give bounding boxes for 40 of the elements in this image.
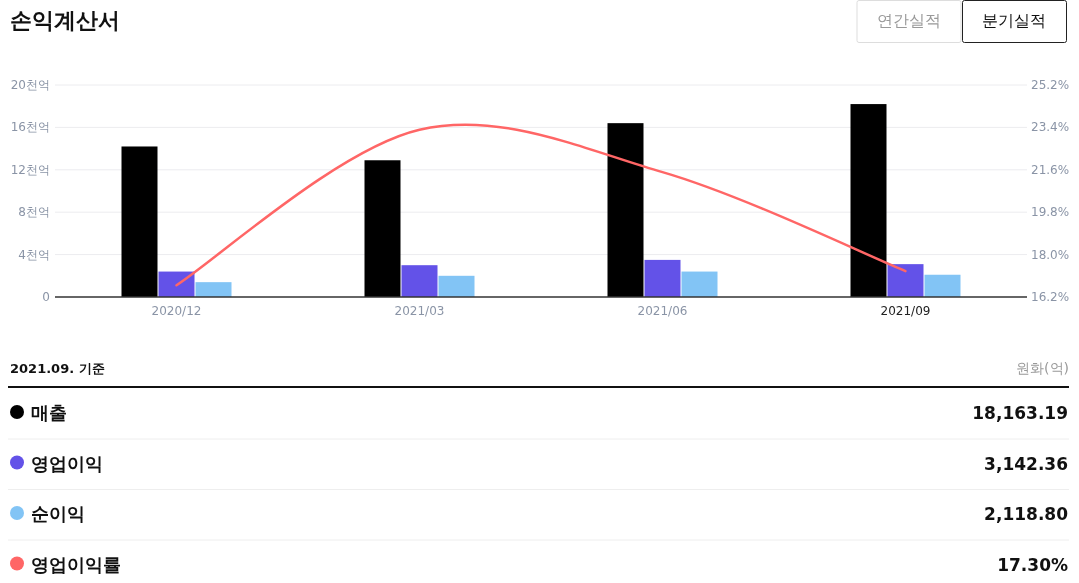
x-tick-label: 2021/06 xyxy=(637,304,688,318)
text: 2021.09. 기준 xyxy=(10,361,105,376)
bar xyxy=(681,271,718,297)
x-tick-label: 2020/12 xyxy=(151,304,202,318)
x-tick-label: 2021/03 xyxy=(394,304,445,318)
y-tick-label: 0 xyxy=(42,290,50,304)
text: 분기실적 xyxy=(982,11,1046,30)
bar xyxy=(644,259,681,297)
text: 원화(억) xyxy=(1016,360,1069,376)
y2-tick-label: 21.6% xyxy=(1031,162,1070,177)
bar xyxy=(121,146,158,297)
y2-tick-label: 18.0% xyxy=(1031,247,1070,262)
bar xyxy=(401,265,438,297)
legend-label: 매출 xyxy=(31,402,67,423)
text: 연간실적 xyxy=(877,11,941,30)
y-tick-label: 20천억 xyxy=(10,78,50,92)
legend-label: 영업이익 xyxy=(31,452,103,474)
y-tick-label: 4천억 xyxy=(18,247,50,262)
text: 2,118.80 xyxy=(984,504,1069,524)
text: 3,142.36 xyxy=(984,453,1068,474)
bar xyxy=(364,160,401,297)
y2-tick-label: 25.2% xyxy=(1031,78,1070,92)
y-tick-label: 8천억 xyxy=(18,205,50,220)
y2-tick-label: 23.4% xyxy=(1031,120,1070,135)
bar xyxy=(924,274,961,297)
bar xyxy=(195,282,232,297)
bar xyxy=(887,264,924,297)
y2-tick-label: 19.8% xyxy=(1031,205,1070,220)
y-tick-label: 12천억 xyxy=(10,162,50,177)
text: 17.30% xyxy=(997,554,1068,575)
bar xyxy=(438,275,475,297)
y2-tick-label: 16.2% xyxy=(1031,290,1070,304)
text: 18,163.19 xyxy=(972,403,1068,423)
y-tick-label: 16천억 xyxy=(10,120,50,135)
bar xyxy=(607,123,644,297)
legend-label: 영업이익률 xyxy=(31,553,121,575)
chart-title: 손익계산서 xyxy=(10,8,120,33)
bar xyxy=(850,104,887,297)
x-tick-label: 2021/09 xyxy=(880,304,931,318)
legend-label: 순이익 xyxy=(31,503,85,524)
